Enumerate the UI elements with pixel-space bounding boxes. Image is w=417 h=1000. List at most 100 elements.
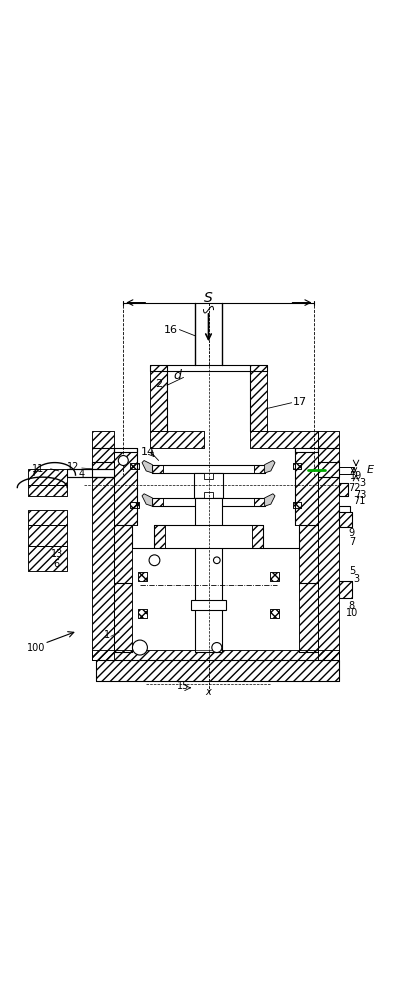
Text: 19: 19 (350, 471, 362, 481)
Text: d: d (173, 369, 181, 382)
Bar (28, 510, 67, 525)
Bar (154, 525, 263, 548)
Bar (138, 572, 147, 581)
Bar (92, 650, 339, 660)
Bar (254, 498, 265, 506)
Bar (154, 525, 165, 548)
Bar (114, 448, 137, 452)
Bar (270, 609, 279, 618)
Bar (28, 525, 67, 546)
Text: S: S (204, 291, 213, 305)
Bar (339, 581, 352, 598)
Bar (114, 525, 133, 652)
Bar (318, 431, 339, 448)
Text: 6: 6 (54, 559, 60, 569)
Bar (131, 463, 139, 469)
Bar (339, 483, 348, 496)
Bar (250, 431, 318, 448)
Text: 11: 11 (32, 464, 44, 474)
Bar (250, 431, 318, 448)
Bar (92, 448, 114, 660)
Bar (194, 473, 223, 498)
Bar (339, 512, 352, 527)
Text: 1: 1 (103, 630, 110, 640)
Bar (152, 498, 163, 506)
Bar (92, 431, 114, 448)
Bar (204, 473, 213, 479)
Polygon shape (265, 461, 275, 473)
Bar (150, 431, 203, 448)
Bar (318, 431, 339, 448)
Bar (252, 525, 263, 548)
Text: 72: 72 (349, 483, 361, 493)
Text: x: x (206, 687, 211, 697)
Bar (138, 609, 147, 618)
Bar (195, 498, 222, 652)
Bar (339, 506, 350, 519)
Text: 8: 8 (349, 601, 355, 611)
Polygon shape (142, 494, 152, 506)
Bar (254, 465, 265, 473)
Bar (152, 465, 163, 473)
Text: 5: 5 (349, 566, 355, 576)
Text: E: E (367, 465, 374, 475)
Bar (295, 448, 318, 452)
Bar (293, 502, 301, 508)
Text: 2: 2 (155, 379, 162, 389)
Bar (191, 600, 226, 610)
Text: 16: 16 (164, 325, 178, 335)
Text: 17: 17 (293, 397, 307, 407)
Text: 12: 12 (67, 462, 80, 472)
Bar (250, 365, 267, 431)
Bar (254, 465, 265, 473)
Bar (293, 463, 301, 469)
Bar (339, 512, 352, 527)
Bar (28, 546, 67, 571)
Bar (318, 448, 339, 660)
Text: 100: 100 (27, 643, 45, 653)
Bar (250, 365, 267, 371)
Bar (131, 463, 139, 469)
Bar (150, 365, 167, 431)
Bar (28, 510, 67, 525)
Bar (152, 498, 265, 506)
Bar (152, 465, 265, 473)
Polygon shape (142, 461, 152, 473)
Bar (92, 448, 114, 660)
Bar (150, 365, 167, 431)
Text: 10: 10 (346, 608, 358, 618)
Bar (339, 581, 352, 598)
Bar (293, 502, 301, 508)
Bar (114, 448, 137, 525)
Circle shape (118, 456, 128, 466)
Bar (67, 469, 114, 477)
Text: 4: 4 (79, 469, 85, 479)
Circle shape (212, 643, 222, 653)
Bar (339, 581, 352, 598)
Bar (250, 365, 267, 371)
Bar (28, 525, 67, 546)
Bar (339, 512, 352, 527)
Bar (96, 660, 339, 681)
Polygon shape (265, 494, 275, 506)
Bar (28, 485, 67, 496)
Bar (339, 483, 348, 496)
Bar (92, 650, 339, 660)
Bar (138, 572, 147, 581)
Bar (150, 431, 203, 448)
Bar (154, 525, 165, 548)
Bar (150, 365, 267, 371)
Bar (295, 448, 318, 525)
Bar (299, 525, 318, 652)
Bar (293, 463, 301, 469)
Circle shape (214, 557, 220, 564)
Text: 7: 7 (349, 537, 355, 547)
Text: 15: 15 (177, 681, 190, 691)
Circle shape (149, 555, 160, 566)
Bar (339, 483, 348, 496)
Text: 9: 9 (349, 528, 355, 538)
Bar (270, 572, 279, 581)
Bar (254, 498, 265, 506)
Text: 3: 3 (359, 478, 365, 488)
Bar (92, 431, 114, 448)
